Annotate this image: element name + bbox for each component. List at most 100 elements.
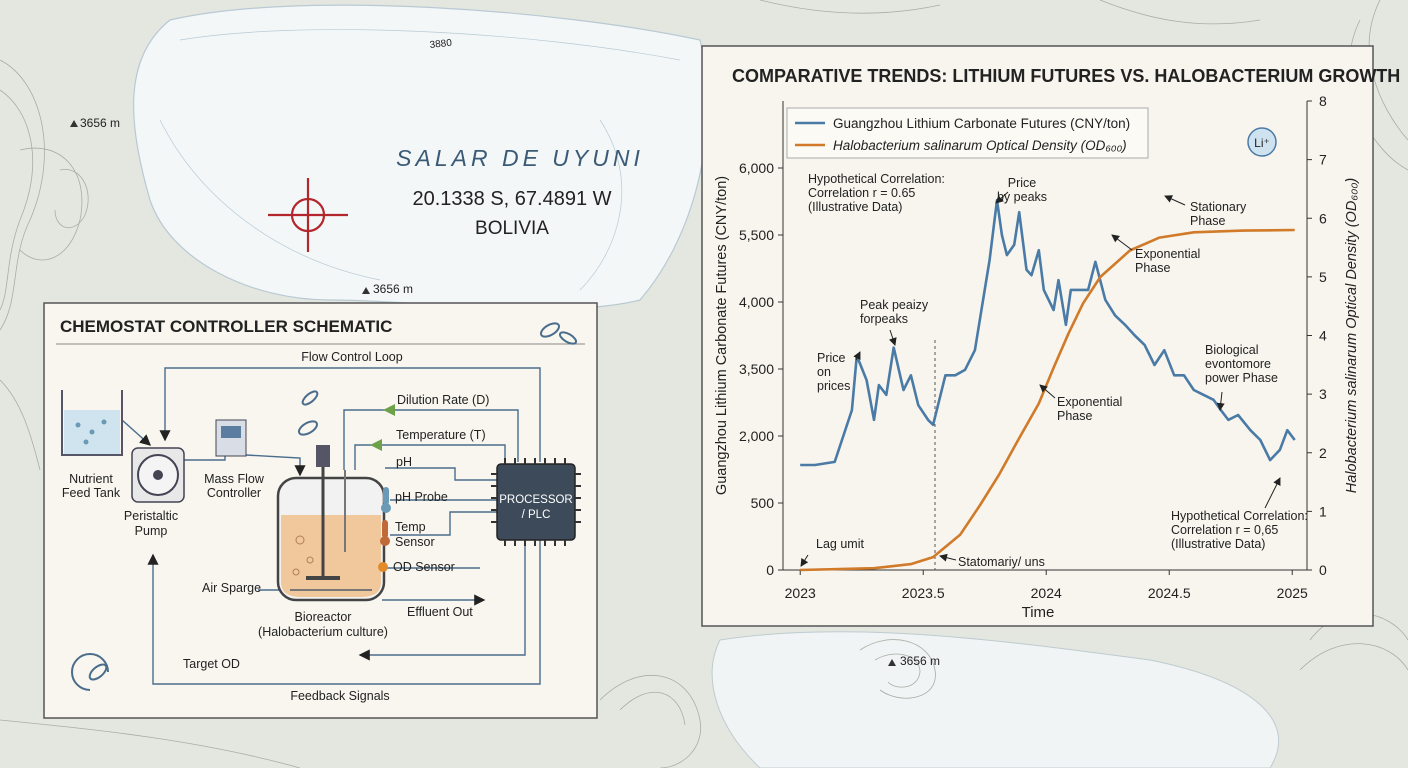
- legend-label: Halobacterium salinarum Optical Density …: [833, 138, 1127, 153]
- component-label: Peristaltic: [124, 509, 178, 523]
- annotation: Phase: [1190, 214, 1225, 228]
- sensors: [370, 404, 395, 572]
- component-label: Mass Flow: [204, 472, 265, 486]
- icon-label: Li⁺: [1254, 136, 1270, 150]
- chart-panel: COMPARATIVE TRENDS: LITHIUM FUTURES VS. …: [701, 45, 1400, 627]
- loop-label: Flow Control Loop: [301, 350, 402, 364]
- y2-tick-label: 4: [1319, 328, 1327, 344]
- series-line: [800, 198, 1296, 467]
- annotation-arrow: [888, 329, 897, 346]
- map-coordinates: 20.1338 S, 67.4891 W: [412, 188, 611, 210]
- sensor-label: Sensor: [395, 535, 435, 549]
- annotation: Hypothetical Correlation:: [808, 172, 945, 186]
- component-label: Pump: [135, 524, 168, 538]
- peak-marker: [70, 120, 78, 127]
- processor: [491, 458, 581, 546]
- annotation-arrow: [939, 553, 957, 562]
- mass-flow-controller: [215, 419, 247, 457]
- y2-tick-label: 7: [1319, 152, 1327, 168]
- legend-box: [786, 107, 1149, 159]
- pump: [131, 447, 185, 503]
- sensor-label: pH Probe: [395, 490, 448, 504]
- shoreline: [159, 29, 681, 291]
- x-tick-label: 2024: [1031, 585, 1062, 601]
- annotation: on: [817, 365, 831, 379]
- component-label: Controller: [207, 486, 261, 500]
- y-axis-label: Guangzhou Lithium Carbonate Futures (CNY…: [714, 176, 730, 495]
- chart-title: COMPARATIVE TRENDS: LITHIUM FUTURES VS. …: [732, 66, 1400, 86]
- x-tick-label: 2025: [1277, 585, 1308, 601]
- signal-label: Temperature (T): [396, 428, 486, 442]
- contour-label: 3880: [429, 38, 453, 51]
- annotation: Lag umit: [816, 537, 864, 551]
- elevation-label: 3656 m: [80, 116, 120, 130]
- map-place: SALAR DE UYUNI: [396, 145, 644, 171]
- bioreactor: [276, 445, 386, 602]
- x-axis-label: Time: [1022, 604, 1055, 621]
- annotation: Exponential: [1057, 395, 1122, 409]
- annotation: Correlation r = 0,65: [1171, 523, 1278, 537]
- sensor-label: Temp: [395, 520, 426, 534]
- schematic: CHEMOSTAT CONTROLLER SCHEMATIC: [43, 302, 598, 719]
- y2-tick-label: 2: [1319, 445, 1327, 461]
- component-label: Effluent Out: [407, 605, 473, 619]
- signal-label: Dilution Rate (D): [397, 393, 489, 407]
- crosshair: [268, 178, 348, 252]
- annotation: evontomore: [1205, 357, 1271, 371]
- sensor-label: OD Sensor: [393, 560, 455, 574]
- elevation-label: 3656 m: [373, 282, 413, 296]
- annotation-arrow: [853, 351, 861, 361]
- annotation: forpeaks: [860, 312, 908, 326]
- y2-tick-label: 8: [1319, 93, 1327, 109]
- annotation-arrow: [1264, 477, 1281, 509]
- annotation-arrow: [1039, 384, 1056, 399]
- y-tick-label: 5,500: [739, 227, 774, 243]
- y2-tick-label: 3: [1319, 386, 1327, 402]
- annotation: Peak peaizy: [860, 298, 929, 312]
- signal-label: Target OD: [183, 657, 240, 671]
- microbe-icons: [71, 322, 578, 691]
- signal-label: pH: [396, 455, 412, 469]
- processor-label: PROCESSOR: [499, 494, 573, 506]
- annotation-arrow: [995, 191, 1009, 204]
- annotation: (Illustrative Data): [808, 200, 902, 214]
- x-tick-label: 2023.5: [902, 585, 945, 601]
- annotation: Biological: [1205, 343, 1259, 357]
- annotation-arrow: [1111, 234, 1133, 251]
- annotation-arrow: [1216, 391, 1225, 411]
- component-label: Feed Tank: [62, 486, 121, 500]
- annotation: Stationary: [1190, 200, 1247, 214]
- y-tick-label: 2,000: [739, 428, 774, 444]
- y2-axis-label: Halobacterium salinarum Optical Density …: [1344, 178, 1360, 493]
- schematic-title: CHEMOSTAT CONTROLLER SCHEMATIC: [60, 317, 392, 336]
- y-tick-label: 4,000: [739, 294, 774, 310]
- map-country: BOLIVIA: [475, 218, 549, 239]
- x-tick-label: 2023: [785, 585, 816, 601]
- component-label: Bioreactor: [295, 610, 352, 624]
- peak-marker: [362, 287, 370, 294]
- annotation: Phase: [1135, 261, 1170, 275]
- annotation: Price: [1008, 176, 1037, 190]
- y-tick-label: 0: [766, 562, 774, 578]
- y2-tick-label: 6: [1319, 210, 1327, 226]
- annotation: power Phase: [1205, 371, 1278, 385]
- y-tick-label: 6,000: [739, 160, 774, 176]
- annotation: Exponential: [1135, 247, 1200, 261]
- legend-label: Guangzhou Lithium Carbonate Futures (CNY…: [833, 116, 1130, 131]
- annotation-arrow: [800, 554, 809, 567]
- annotation-arrow: [1164, 195, 1186, 206]
- component-label: Air Sparge: [202, 581, 261, 595]
- x-tick-label: 2024.5: [1148, 585, 1191, 601]
- y2-tick-label: 1: [1319, 503, 1327, 519]
- annotation: Statomariy/ uns: [958, 555, 1045, 569]
- annotation: Hypothetical Correlation:: [1171, 509, 1308, 523]
- icon: [1247, 127, 1277, 157]
- loop-label: Feedback Signals: [290, 689, 389, 703]
- annotation: Price: [817, 351, 846, 365]
- annotation: Correlation r = 0.65: [808, 186, 915, 200]
- annotation: Phase: [1057, 409, 1092, 423]
- elevation-label: 3656 m: [900, 654, 940, 668]
- annotation: (Illustrative Data): [1171, 537, 1265, 551]
